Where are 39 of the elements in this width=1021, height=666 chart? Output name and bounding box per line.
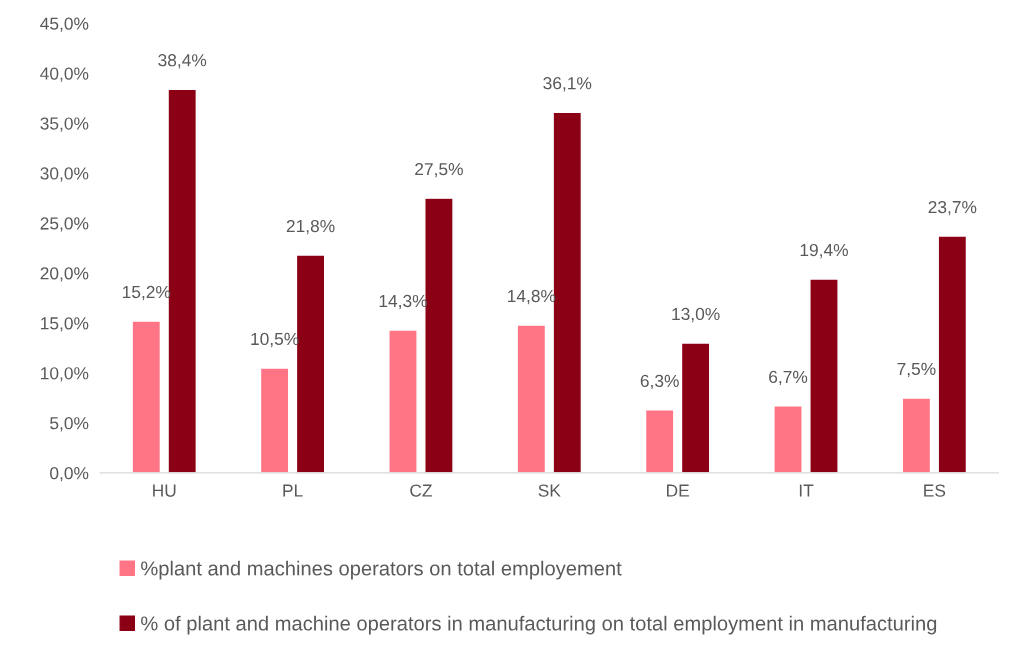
y-tick-label: 40,0% <box>40 67 89 82</box>
data-label: 27,5% <box>415 162 463 178</box>
data-label: 6,7% <box>769 370 808 386</box>
legend-label: %plant and machines operators on total employement <box>141 560 622 580</box>
y-tick-label: 15,0% <box>41 317 89 332</box>
data-label: 7,5% <box>897 362 936 378</box>
bar <box>809 278 839 473</box>
x-tick-label: DE <box>667 484 689 497</box>
legend-label: % of plant and machine operators in manufacturing on total employment in manufacturing <box>141 615 937 635</box>
y-tick-label: 10,0% <box>41 367 89 382</box>
data-label: 13,0% <box>672 307 720 323</box>
bar <box>259 367 290 473</box>
y-tick-label: 25,0% <box>40 217 89 232</box>
y-tick-label: 30,0% <box>40 167 89 182</box>
bar <box>388 329 418 473</box>
x-tick-label: PL <box>283 484 303 497</box>
x-tick-label: CZ <box>410 484 432 497</box>
bar <box>901 397 932 473</box>
data-label: 36,1% <box>543 77 592 92</box>
x-tick-label: IT <box>799 484 814 497</box>
x-tick-label: HU <box>153 484 176 497</box>
y-tick-label: 35,0% <box>40 117 89 132</box>
data-label: 38,4% <box>158 54 207 69</box>
bar <box>131 320 162 473</box>
bar <box>937 235 968 473</box>
y-tick-label: 45,0% <box>40 17 89 32</box>
data-label: 19,4% <box>800 243 848 259</box>
bar <box>644 409 675 473</box>
x-tick-label: SK <box>538 484 561 497</box>
y-tick-label: 20,0% <box>40 267 89 282</box>
data-label: 21,8% <box>286 219 335 235</box>
x-tick-label: ES <box>924 484 946 497</box>
data-label: 23,7% <box>928 200 977 216</box>
y-tick-label: 0,0% <box>50 467 89 482</box>
bar <box>680 342 711 473</box>
bar <box>773 405 803 473</box>
bar <box>516 324 547 473</box>
y-tick-label: 5,0% <box>50 417 89 432</box>
data-label: 6,3% <box>640 374 679 390</box>
